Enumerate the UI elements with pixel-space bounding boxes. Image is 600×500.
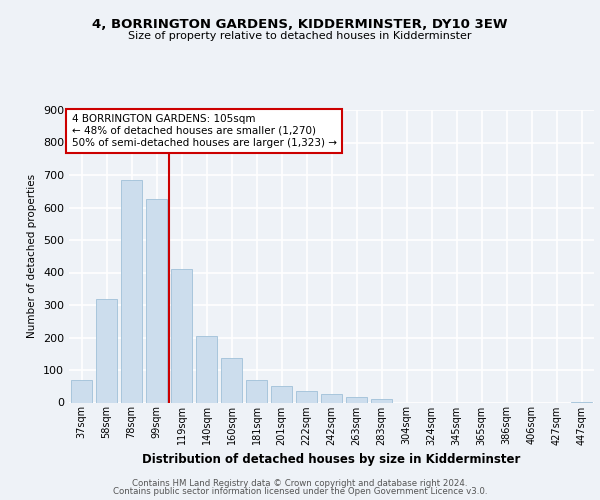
- Bar: [246, 380, 267, 402]
- Bar: [71, 380, 92, 402]
- Bar: [146, 200, 167, 402]
- Text: Contains HM Land Registry data © Crown copyright and database right 2024.: Contains HM Land Registry data © Crown c…: [132, 478, 468, 488]
- Bar: [221, 358, 242, 403]
- Bar: [321, 394, 342, 402]
- Text: Size of property relative to detached houses in Kidderminster: Size of property relative to detached ho…: [128, 31, 472, 41]
- Bar: [346, 396, 367, 402]
- Bar: [296, 391, 317, 402]
- X-axis label: Distribution of detached houses by size in Kidderminster: Distribution of detached houses by size …: [142, 453, 521, 466]
- Bar: [121, 180, 142, 402]
- Bar: [371, 399, 392, 402]
- Text: 4 BORRINGTON GARDENS: 105sqm
← 48% of detached houses are smaller (1,270)
50% of: 4 BORRINGTON GARDENS: 105sqm ← 48% of de…: [71, 114, 337, 148]
- Text: 4, BORRINGTON GARDENS, KIDDERMINSTER, DY10 3EW: 4, BORRINGTON GARDENS, KIDDERMINSTER, DY…: [92, 18, 508, 30]
- Bar: [171, 269, 192, 402]
- Text: Contains public sector information licensed under the Open Government Licence v3: Contains public sector information licen…: [113, 487, 487, 496]
- Bar: [196, 336, 217, 402]
- Bar: [271, 386, 292, 402]
- Y-axis label: Number of detached properties: Number of detached properties: [28, 174, 37, 338]
- Bar: [96, 298, 117, 403]
